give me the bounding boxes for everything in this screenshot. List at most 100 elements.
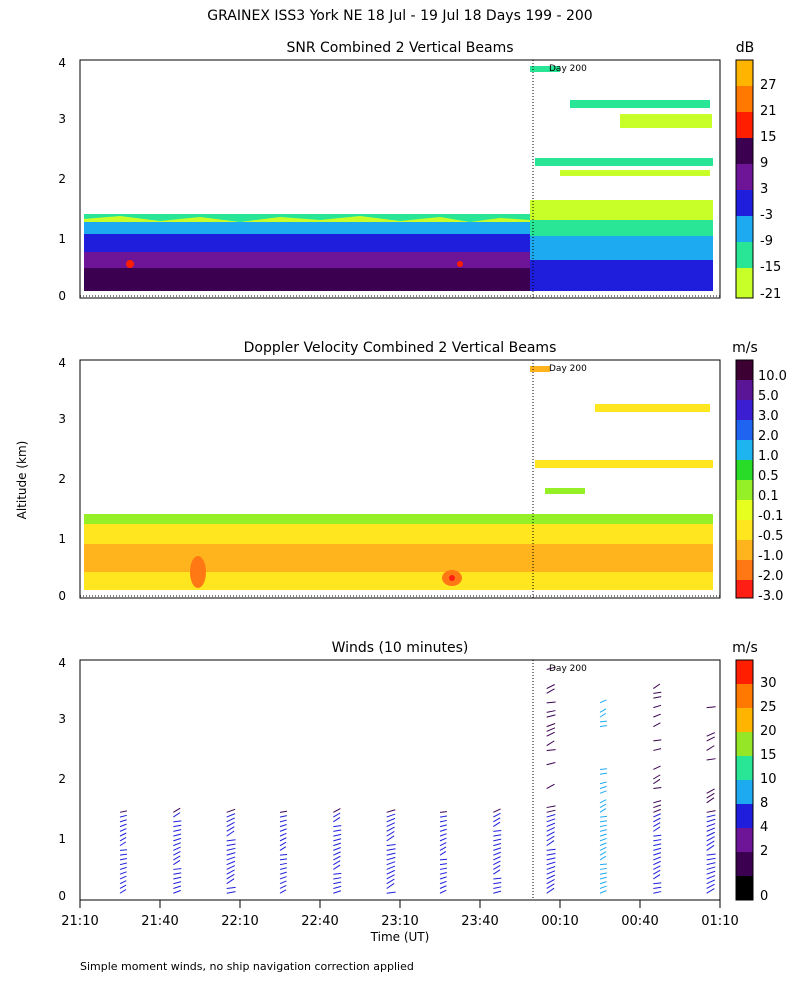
wind-barb — [387, 883, 394, 888]
doppler-colorbar-label: -0.1 — [758, 509, 783, 524]
wind-barb — [600, 830, 607, 832]
wind-barb — [493, 865, 500, 869]
wind-barb — [653, 887, 661, 888]
winds-colorbar-swatch-8 — [736, 828, 753, 852]
wind-barb — [547, 823, 555, 826]
wind-barb — [280, 842, 286, 845]
wind-barb — [600, 786, 607, 788]
snr-colorbar-label: 15 — [760, 130, 777, 145]
wind-barb — [653, 705, 661, 707]
wind-barb — [387, 849, 396, 851]
wind-barb — [707, 867, 716, 870]
wind-barb — [493, 839, 501, 841]
wind-barb — [547, 763, 556, 765]
wind-barb — [333, 839, 341, 841]
wind-barb — [173, 825, 181, 826]
wind-barb — [227, 844, 236, 846]
wind-barb — [387, 892, 396, 893]
winds-colorbar-unit: m/s — [732, 640, 758, 656]
wind-barb — [120, 850, 127, 851]
wind-barb — [653, 788, 661, 789]
wind-barb — [120, 833, 126, 836]
wind-barb — [227, 840, 236, 841]
wind-barb — [173, 843, 180, 846]
wind-barb — [120, 842, 126, 846]
doppler-colorbar-label: 5.0 — [758, 389, 779, 404]
x-tick-label: 01:10 — [701, 914, 738, 929]
wind-barb — [387, 866, 395, 869]
wind-barb — [600, 834, 607, 836]
doppler-y-tick: 3 — [58, 412, 66, 426]
wind-barb — [600, 800, 606, 803]
doppler-colorbar-swatch-7 — [736, 480, 753, 500]
wind-barb — [173, 830, 181, 832]
wind-barb — [653, 814, 660, 817]
wind-barb — [227, 831, 234, 836]
snr-colorbar-label: 3 — [760, 182, 768, 197]
wind-barb — [333, 843, 341, 846]
winds-title: Winds (10 minutes) — [332, 640, 469, 656]
wind-barb — [120, 837, 126, 840]
wind-barb — [653, 840, 661, 841]
doppler-colorbar-label: -0.5 — [758, 529, 783, 544]
snr-layer-b2 — [620, 114, 712, 128]
wind-barb — [707, 789, 715, 793]
wind-barb — [653, 809, 660, 812]
snr-colorbar-swatch-9 — [736, 268, 753, 298]
wind-barb — [600, 868, 607, 869]
wind-barb — [387, 831, 395, 836]
snr-colorbar-label: -9 — [760, 234, 773, 249]
wind-barb — [600, 782, 607, 784]
doppler-colorbar-swatch-12 — [736, 580, 753, 598]
wind-barb — [120, 824, 127, 826]
x-tick-label: 21:10 — [61, 914, 98, 929]
doppler-colorbar-swatch-11 — [736, 560, 753, 580]
snr-day200-lower-4 — [530, 260, 713, 291]
wind-barb — [653, 857, 660, 860]
wind-barb — [120, 885, 126, 888]
wind-barb — [653, 749, 661, 751]
wind-barb — [333, 856, 340, 860]
wind-barb — [707, 858, 716, 860]
winds-colorbar-label: 25 — [760, 700, 777, 715]
doppler-day-label: Day 200 — [549, 364, 587, 374]
winds-colorbar-label: 4 — [760, 820, 768, 835]
wind-barb — [653, 861, 660, 864]
wind-barb — [440, 886, 446, 889]
wind-barb — [653, 853, 661, 856]
wind-barb — [173, 821, 181, 822]
wind-barb — [333, 861, 340, 865]
wind-barb — [440, 890, 446, 893]
wind-barb — [653, 697, 661, 698]
wind-barb — [280, 885, 286, 888]
wind-barb — [653, 801, 661, 803]
wind-barb — [493, 818, 500, 822]
doppler-colorbar-swatch-1 — [736, 360, 753, 380]
winds-colorbar-label: 10 — [760, 772, 777, 787]
snr-colorbar-label: 21 — [760, 104, 777, 119]
wind-barb — [600, 700, 606, 703]
wind-barb — [440, 825, 447, 827]
wind-barb — [707, 854, 716, 855]
wind-barb — [653, 714, 660, 717]
doppler-layer-a — [535, 460, 713, 468]
winds-colorbar-swatch-2 — [736, 684, 753, 708]
wind-barb — [120, 872, 127, 874]
snr-panel: SNR Combined 2 Vertical Beams Day 200 4 — [58, 40, 781, 303]
wind-barb — [547, 814, 556, 817]
wind-barb — [547, 841, 554, 846]
doppler-colorbar: m/s 10.0 5.0 3.0 2.0 1.0 0.5 0.1 -0.1 -0… — [732, 340, 787, 604]
wind-barb — [600, 873, 607, 874]
wind-barb — [653, 848, 661, 850]
wind-barb — [653, 870, 660, 874]
wind-barb — [600, 791, 607, 793]
wind-barb — [493, 861, 500, 865]
snr-colorbar-unit: dB — [736, 40, 755, 56]
snr-y-tick: 1 — [58, 232, 66, 246]
snr-day200-lower-3 — [530, 236, 713, 262]
wind-barb — [707, 880, 715, 884]
wind-barb — [600, 709, 606, 713]
snr-y-tick: 3 — [58, 112, 66, 126]
wind-barb — [280, 868, 287, 870]
wind-barb — [547, 879, 555, 883]
